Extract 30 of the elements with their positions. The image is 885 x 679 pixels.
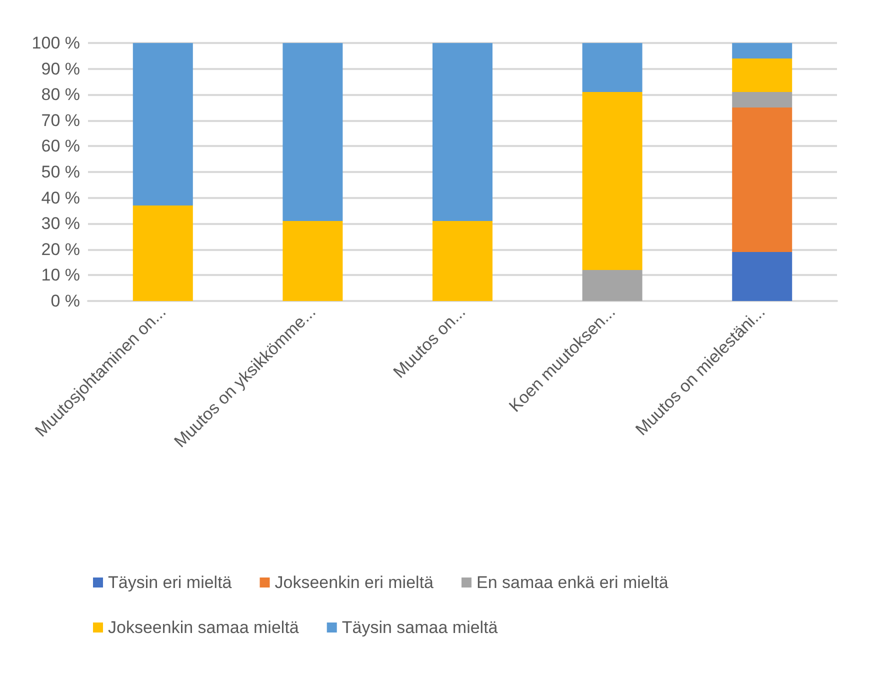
bar xyxy=(732,58,792,92)
legend-label: En samaa enkä eri mieltä xyxy=(476,573,669,592)
y-tick-label: 30 % xyxy=(41,214,80,234)
bar xyxy=(732,92,792,108)
bar xyxy=(432,43,492,222)
bar xyxy=(132,206,193,301)
y-tick-label: 0 % xyxy=(50,292,80,310)
bar xyxy=(582,92,642,270)
y-tick-label: 90 % xyxy=(41,59,80,78)
legend-label: Jokseenkin eri mieltä xyxy=(274,573,434,592)
legend-label: Täysin samaa mieltä xyxy=(342,618,498,637)
bar xyxy=(132,43,193,206)
bar xyxy=(282,43,343,222)
y-tick-label: 50 % xyxy=(41,162,80,182)
bar xyxy=(732,108,792,252)
y-tick-label: 20 % xyxy=(41,240,80,259)
bar xyxy=(432,221,492,301)
bar xyxy=(282,221,343,301)
y-tick-label: 40 % xyxy=(41,188,80,208)
y-tick-label: 70 % xyxy=(41,110,80,130)
bar xyxy=(732,43,792,58)
legend-label: Jokseenkin samaa mieltä xyxy=(108,618,300,637)
y-tick-label: 80 % xyxy=(41,85,80,104)
y-tick-label: 60 % xyxy=(41,136,80,156)
y-tick-label: 10 % xyxy=(41,266,80,285)
bar xyxy=(732,252,792,301)
legend-label: Täysin eri mieltä xyxy=(108,573,232,592)
bar xyxy=(582,43,642,92)
bar xyxy=(582,270,642,301)
y-tick-label: 100 % xyxy=(32,34,80,52)
